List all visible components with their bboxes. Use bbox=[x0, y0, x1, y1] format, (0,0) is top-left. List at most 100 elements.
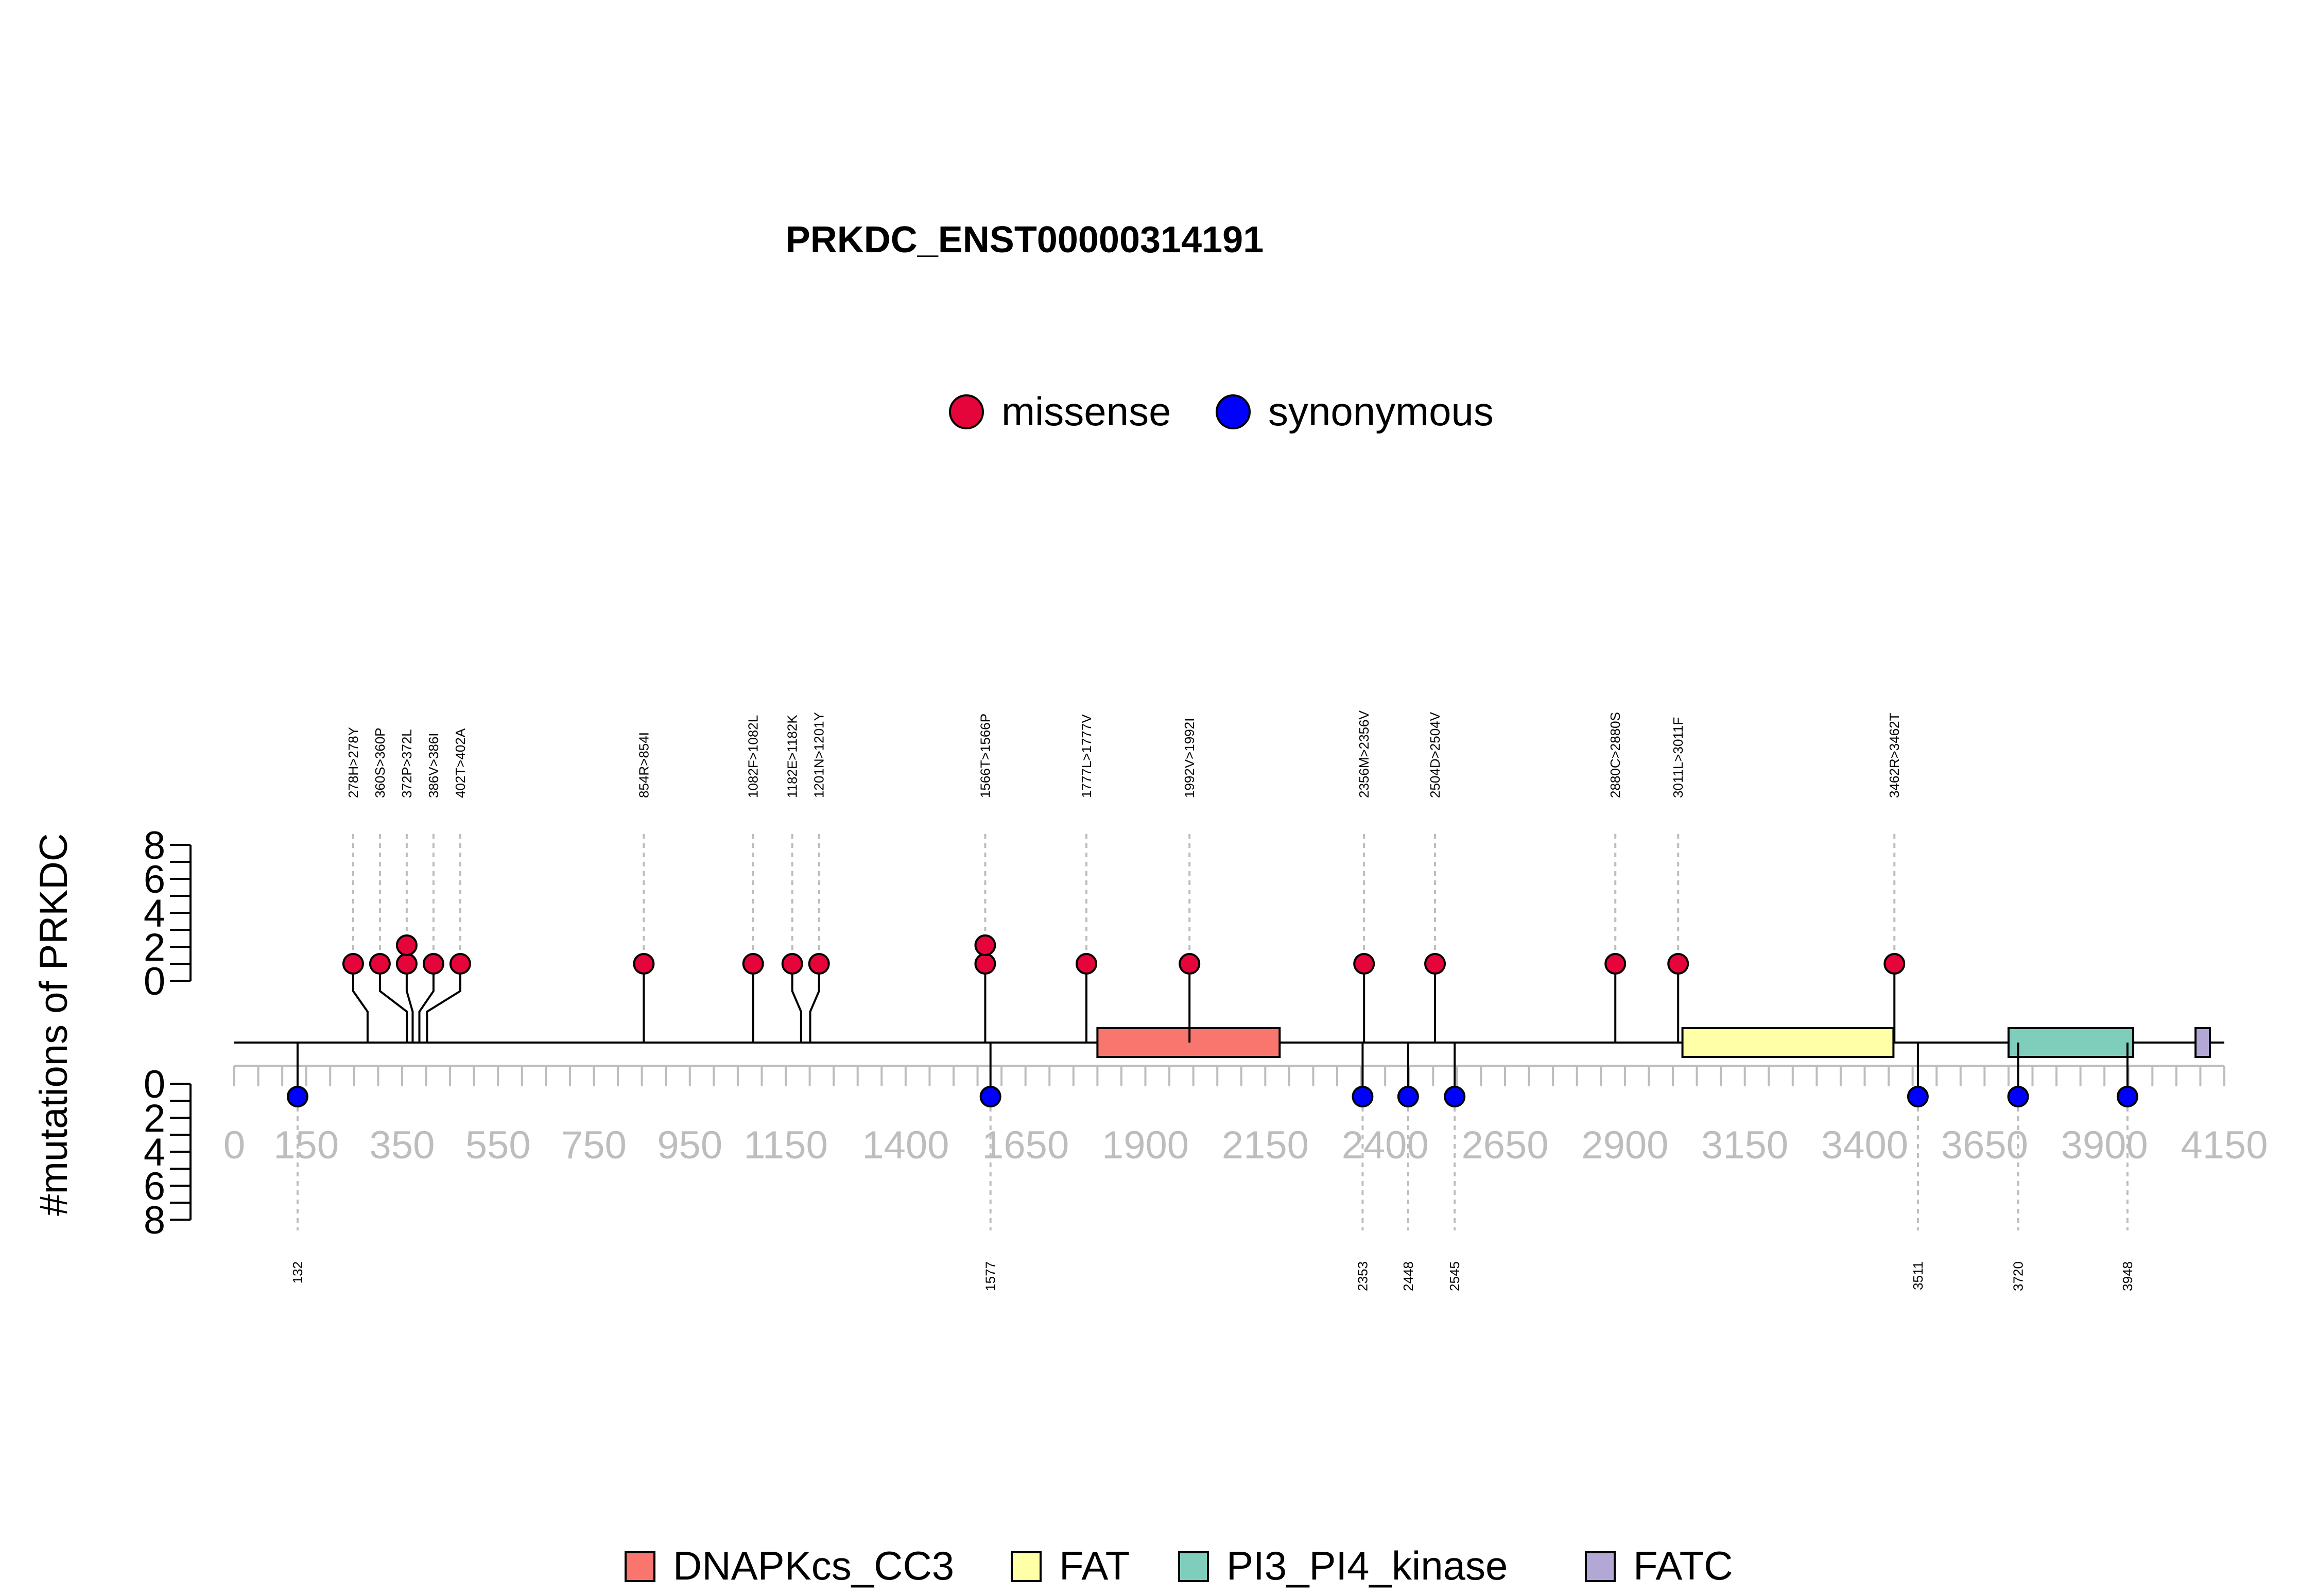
x-tick-label: 750 bbox=[561, 1123, 627, 1167]
missense-label: 1992V>1992I bbox=[1182, 718, 1197, 798]
missense-point bbox=[1604, 953, 1627, 975]
legend-domain-FATC-label: FATC bbox=[1633, 1543, 1733, 1588]
domain-PI3_PI4_kinase bbox=[2007, 1027, 2135, 1058]
x-tick-label: 950 bbox=[657, 1123, 722, 1167]
synonymous-point bbox=[2007, 1086, 2029, 1107]
top-y-tick-label: 8 bbox=[144, 824, 165, 868]
x-tick-label: 3900 bbox=[2061, 1123, 2148, 1167]
missense-label: 386V>386I bbox=[426, 733, 441, 798]
domain-FAT bbox=[1681, 1027, 1895, 1058]
missense-point bbox=[342, 953, 364, 975]
x-tick-label: 4150 bbox=[2181, 1123, 2268, 1167]
missense-point bbox=[781, 953, 803, 975]
x-tick-label: 550 bbox=[465, 1123, 531, 1167]
missense-stem bbox=[809, 968, 820, 1043]
missense-point bbox=[1883, 953, 1906, 975]
top-y-tick-label: 6 bbox=[144, 858, 165, 901]
synonymous-label: 3720 bbox=[2011, 1261, 2026, 1291]
missense-point bbox=[1424, 953, 1446, 975]
x-tick-label: 350 bbox=[370, 1123, 435, 1167]
missense-label: 3462R>3462T bbox=[1887, 713, 1902, 798]
synonymous-point bbox=[979, 1086, 1001, 1107]
synonymous-label: 3948 bbox=[2120, 1261, 2135, 1291]
legend-synonymous-label: synonymous bbox=[1268, 389, 1494, 434]
legend-domain-FAT-label: FAT bbox=[1059, 1543, 1130, 1588]
missense-mutations: 278H>278Y 360S>360P 372P>372L 386V>386I 402T… bbox=[342, 710, 1906, 1043]
missense-label: 3011L>3011F bbox=[1670, 717, 1686, 798]
missense-label: 360S>360P bbox=[372, 727, 388, 798]
missense-label: 2504D>2504V bbox=[1427, 712, 1443, 798]
x-tick-label: 3150 bbox=[1701, 1123, 1788, 1167]
missense-point bbox=[1353, 953, 1375, 975]
missense-label: 1182E>1182K bbox=[785, 715, 800, 798]
legend-domain-FATC-swatch bbox=[1585, 1551, 1616, 1582]
x-tick-label: 2400 bbox=[1342, 1123, 1429, 1167]
synonymous-label: 2448 bbox=[1400, 1261, 1416, 1291]
missense-point bbox=[974, 934, 996, 956]
missense-point bbox=[1075, 953, 1097, 975]
bottom-y-tick-label: 0 bbox=[144, 1063, 165, 1106]
missense-label: 2880C>2880S bbox=[1607, 712, 1623, 798]
missense-point bbox=[808, 953, 830, 975]
x-tick-label: 1400 bbox=[862, 1123, 949, 1167]
missense-point bbox=[422, 953, 444, 975]
missense-label: 854R>854I bbox=[636, 732, 651, 798]
missense-stem bbox=[405, 968, 414, 1043]
missense-stem bbox=[352, 968, 369, 1043]
x-tick-label: 1150 bbox=[743, 1123, 827, 1167]
legend-domain-DNAPKcs_CC3-label: DNAPKcs_CC3 bbox=[673, 1543, 954, 1588]
x-tick-label: 1650 bbox=[982, 1123, 1069, 1167]
x-tick-label: 2900 bbox=[1581, 1123, 1668, 1167]
legend-domain-PI3_PI4_kinase-label: PI3_PI4_kinase bbox=[1226, 1543, 1508, 1588]
bottom-y-tick-label: 8 bbox=[144, 1199, 165, 1242]
missense-label: 402T>402A bbox=[453, 728, 468, 798]
missense-stem bbox=[426, 968, 461, 1043]
legend-synonymous-icon bbox=[1216, 394, 1251, 429]
x-tick-label: 3650 bbox=[1941, 1123, 2028, 1167]
bottom-y-tick-label: 2 bbox=[144, 1097, 165, 1140]
x-axis: 0 150 350 550 750 950 1150 1400 1650 1900 2150 2400… bbox=[223, 1065, 2268, 1167]
x-tick-label: 2650 bbox=[1461, 1123, 1548, 1167]
synonymous-label: 3511 bbox=[1910, 1261, 1926, 1290]
x-tick-label: 1900 bbox=[1102, 1123, 1189, 1167]
x-tick-label: 3400 bbox=[1821, 1123, 1908, 1167]
domain-legend: DNAPKcs_CC3 FAT PI3_PI4_kinase FATC bbox=[625, 1543, 1733, 1588]
top-y-tick-label: 2 bbox=[144, 926, 165, 969]
synonymous-mutations: 132 1577 2353 2448 2545 3511 3720 3948 bbox=[286, 1043, 2138, 1291]
missense-point bbox=[974, 953, 996, 975]
legend-domain-FAT-swatch bbox=[1011, 1551, 1042, 1582]
missense-point bbox=[1179, 953, 1201, 975]
x-tick-label: 150 bbox=[273, 1123, 339, 1167]
domain-FATC bbox=[2194, 1027, 2211, 1058]
missense-stem bbox=[791, 968, 802, 1043]
synonymous-point bbox=[1397, 1086, 1419, 1107]
synonymous-point bbox=[286, 1086, 308, 1107]
missense-label: 1566T>1566P bbox=[977, 714, 993, 798]
missense-label: 1201N>1201Y bbox=[811, 712, 827, 798]
y-axis-label: #mutations of PRKDC bbox=[32, 833, 76, 1216]
synonymous-point bbox=[1352, 1086, 1374, 1107]
synonymous-label: 1577 bbox=[983, 1261, 998, 1291]
legend-missense-icon bbox=[949, 394, 984, 429]
legend-missense-label: missense bbox=[1001, 389, 1171, 434]
mutation-type-legend: missense synonymous bbox=[949, 389, 1494, 434]
x-tick-label: 0 bbox=[223, 1123, 245, 1167]
synonymous-label: 132 bbox=[290, 1261, 305, 1283]
synonymous-point bbox=[1907, 1086, 1929, 1107]
top-y-tick-label: 4 bbox=[144, 892, 165, 935]
missense-point bbox=[742, 953, 764, 975]
missense-label: 372P>372L bbox=[399, 729, 414, 798]
bottom-y-tick-label: 6 bbox=[144, 1165, 165, 1208]
chart-title: PRKDC_ENST00000314191 bbox=[786, 219, 1264, 261]
missense-label: 278H>278Y bbox=[345, 727, 361, 798]
missense-point bbox=[369, 953, 391, 975]
synonymous-point bbox=[2116, 1086, 2138, 1107]
missense-point bbox=[1667, 953, 1689, 975]
legend-domain-PI3_PI4_kinase-swatch bbox=[1178, 1551, 1209, 1582]
missense-stem bbox=[418, 968, 435, 1043]
bottom-y-tick-label: 4 bbox=[144, 1131, 165, 1174]
missense-label: 2356M>2356V bbox=[1356, 710, 1372, 798]
synonymous-label: 2545 bbox=[1447, 1261, 1462, 1291]
missense-point bbox=[449, 953, 471, 975]
